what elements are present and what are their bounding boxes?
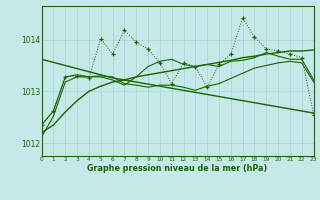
X-axis label: Graphe pression niveau de la mer (hPa): Graphe pression niveau de la mer (hPa) [87, 164, 268, 173]
